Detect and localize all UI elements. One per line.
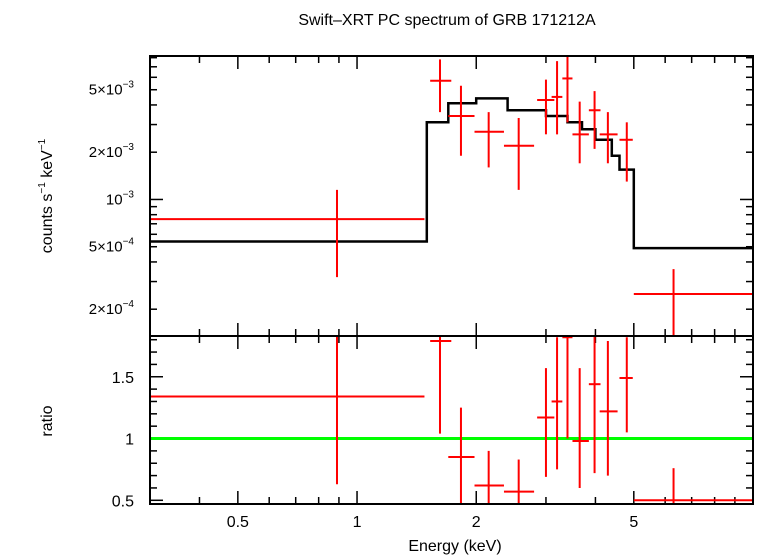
x-tick-label-1: 0.5 — [227, 514, 249, 531]
top-y-axis-label: counts s−1 keV−1 — [37, 138, 56, 253]
ratio-point-12 — [619, 337, 633, 433]
spectrum-point-7 — [551, 61, 563, 135]
ratio-point-10 — [588, 336, 601, 474]
top-y-tick-mantissa-2: 2×10 — [89, 144, 123, 161]
spectrum-point-11 — [599, 112, 618, 164]
spectrum-point-1 — [150, 189, 425, 278]
spectrum-point-2 — [430, 59, 452, 113]
x-axis-label: Energy (keV) — [408, 538, 501, 555]
top-panel: 5×10−32×10−310−35×10−42×10−4 counts s−1 … — [37, 55, 754, 337]
spectrum-point-3 — [448, 85, 475, 156]
ratio-point-9 — [572, 368, 589, 488]
bottom-y-tick-label-3: 0.5 — [112, 493, 134, 510]
top-y-tick-exponent-2: −3 — [123, 142, 135, 153]
ratio-point-2 — [430, 336, 452, 434]
top-y-tick-exponent-5: −4 — [123, 299, 135, 310]
spectrum-point-5 — [503, 118, 535, 190]
ylabel-sup-b: −1 — [37, 138, 48, 150]
bottom-y-axis-label: ratio — [39, 405, 56, 436]
top-y-tick-exponent-1: −3 — [123, 80, 135, 91]
ratio-point-3 — [448, 407, 475, 504]
top-y-tick-mantissa-5: 2×10 — [89, 301, 123, 318]
bottom-panel: 0.5 1 2 5 1.5 1 0.5 ratio Energy (keV) — [39, 335, 754, 555]
ylabel-sup-a: −1 — [37, 182, 48, 194]
top-y-tick-label-5: 2×10−4 — [89, 299, 135, 318]
top-y-tick-exponent-4: −4 — [123, 237, 135, 248]
ratio-point-13 — [633, 468, 753, 504]
spectrum-point-13 — [633, 269, 753, 336]
spectrum-point-6 — [537, 79, 555, 135]
bottom-y-tick-label-1: 1.5 — [112, 370, 134, 387]
top-panel-model — [150, 97, 753, 250]
bottom-panel-data — [150, 336, 753, 504]
model-histogram — [150, 97, 753, 250]
ratio-point-1 — [150, 336, 425, 485]
spectrum-point-10 — [588, 91, 601, 149]
spectrum-point-12 — [619, 122, 633, 182]
bottom-panel-frame — [149, 335, 754, 505]
spectrum-point-8 — [562, 56, 573, 123]
top-y-tick-mantissa-3: 10 — [106, 191, 123, 208]
top-y-tick-exponent-3: −3 — [123, 189, 135, 200]
ratio-point-11 — [599, 340, 618, 476]
ylabel-part-b: keV — [39, 150, 56, 182]
top-panel-ticks: 5×10−32×10−310−35×10−42×10−4 — [89, 56, 754, 336]
top-y-tick-label-3: 10−3 — [106, 189, 135, 208]
ratio-point-4 — [474, 450, 504, 504]
ylabel-part-a: counts s — [39, 194, 56, 254]
bottom-y-tick-label-2: 1 — [125, 432, 134, 449]
x-tick-label-3: 2 — [472, 514, 481, 531]
spectrum-point-9 — [572, 101, 589, 164]
x-tick-label-2: 1 — [353, 514, 362, 531]
ratio-point-5 — [503, 459, 535, 504]
chart-title: Swift–XRT PC spectrum of GRB 171212A — [298, 12, 596, 29]
top-panel-data — [150, 56, 753, 336]
top-y-tick-label-2: 2×10−3 — [89, 142, 135, 161]
bottom-panel-ticks: 0.5 1 2 5 1.5 1 0.5 — [112, 336, 754, 531]
x-tick-label-4: 5 — [629, 514, 638, 531]
spectrum-point-4 — [474, 112, 504, 168]
top-y-tick-label-4: 5×10−4 — [89, 237, 135, 256]
top-y-tick-mantissa-4: 5×10 — [89, 239, 123, 256]
ratio-point-6 — [537, 368, 555, 477]
ratio-point-7 — [551, 337, 563, 470]
top-y-tick-mantissa-1: 5×10 — [89, 82, 123, 99]
top-y-tick-label-1: 5×10−3 — [89, 80, 135, 99]
ratio-point-8 — [562, 336, 573, 439]
